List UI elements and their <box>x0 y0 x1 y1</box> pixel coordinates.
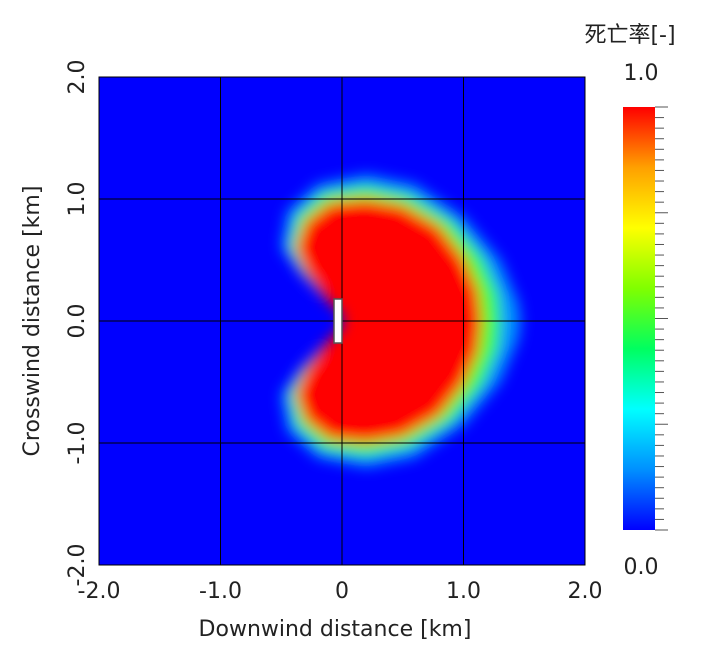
x-tick-label: 0 <box>335 579 349 604</box>
x-tick-label: -1.0 <box>199 579 242 604</box>
colorbar-tick-label: 0.0 <box>624 555 659 580</box>
y-tick-label: 1.0 <box>65 182 90 217</box>
source-marker <box>333 298 343 344</box>
colorbar <box>623 107 655 530</box>
y-tick-label: -2.0 <box>65 544 90 587</box>
y-tick-label: 0.0 <box>65 304 90 339</box>
x-tick-label: -2.0 <box>78 579 121 604</box>
colorbar-ticks <box>655 106 668 531</box>
x-tick-label: 2.0 <box>568 579 603 604</box>
plot-frame <box>98 76 586 566</box>
x-axis-title: Downwind distance [km] <box>199 617 472 642</box>
x-tick-label: 1.0 <box>446 579 481 604</box>
colorbar-tick-label: 1.0 <box>624 61 659 86</box>
y-tick-label: 2.0 <box>65 60 90 95</box>
y-tick-label: -1.0 <box>65 422 90 465</box>
colorbar-title: 死亡率[-] <box>584 23 675 48</box>
y-axis-title: Crosswind distance [km] <box>20 186 45 457</box>
